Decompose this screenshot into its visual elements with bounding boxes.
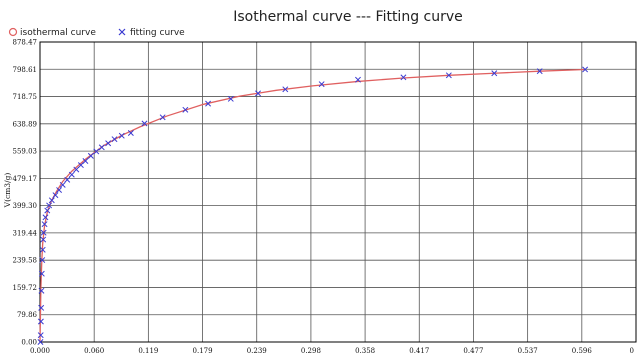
fitting-point [48, 197, 55, 204]
fitting-point [46, 202, 53, 209]
fitting-point [491, 70, 498, 77]
fitting-point [127, 130, 134, 136]
x-tick-label: 0.000 [30, 347, 50, 355]
plot-frame [39, 41, 637, 343]
x-tick-label: 0.060 [84, 347, 104, 355]
y-tick-label: 319.44 [13, 229, 38, 237]
fitting-point [68, 171, 75, 178]
fitting-point [38, 270, 45, 277]
x-tick-label: 0.239 [247, 347, 267, 355]
fitting-point [227, 95, 234, 102]
x-tick-label: 0.537 [518, 347, 538, 355]
fitting-point [64, 176, 71, 183]
fitting-point [38, 287, 45, 294]
x-tick-label: 0.298 [301, 347, 321, 355]
y-tick-label: 718.75 [13, 93, 38, 101]
y-tick-label: 399.30 [13, 202, 38, 210]
fitting-point [37, 332, 44, 339]
fitting-point [205, 100, 212, 107]
grid [40, 42, 636, 342]
fitting-point [40, 236, 47, 243]
series-points-fitting [37, 66, 589, 345]
fitting-point [82, 158, 89, 164]
fitting-point [44, 207, 51, 214]
fitting-point [282, 86, 289, 93]
fitting-point [400, 74, 407, 81]
fitting-point [159, 114, 166, 121]
fitting-point [98, 144, 105, 151]
fitting-point [37, 318, 44, 325]
fitting-point [118, 132, 125, 139]
legend-marker-fitting [118, 28, 126, 36]
chart-title: Isothermal curve --- Fitting curve [233, 9, 463, 25]
fitting-point [37, 339, 44, 345]
x-tick-label: 0.477 [463, 347, 483, 355]
fitting-point [445, 72, 452, 79]
fitting-point [141, 120, 148, 127]
legend-label-isothermal: isothermal curve [20, 28, 96, 38]
x-tick-label: 0.179 [193, 347, 213, 355]
x-tick-label: 0.417 [409, 347, 429, 355]
fitting-point [41, 221, 48, 228]
fitting-point [73, 166, 80, 173]
x-tick-label: 0 [630, 347, 634, 355]
x-tick-label: 0.596 [572, 347, 593, 355]
fitting-point [40, 229, 47, 236]
legend: isothermal curve fitting curve [8, 27, 185, 38]
y-tick-label: 479.17 [13, 175, 38, 183]
y-tick-label: 159.72 [13, 284, 38, 292]
fitting-point [255, 90, 262, 97]
fitting-point [536, 68, 543, 75]
fitting-point [111, 136, 118, 143]
y-axis-label: V(cm3/g) [3, 173, 12, 209]
fitting-point [39, 257, 46, 263]
fitting-point [93, 148, 100, 155]
y-tick-label: 79.86 [17, 311, 38, 319]
y-tick-label: 798.61 [13, 66, 38, 74]
x-tick-label: 0.119 [138, 347, 158, 355]
y-tick-label: 559.03 [13, 148, 38, 156]
fitting-point [318, 81, 325, 88]
fitting-point [59, 181, 66, 188]
legend-label-fitting: fitting curve [130, 28, 185, 38]
fitting-point [38, 304, 45, 311]
fitting-point [39, 246, 46, 253]
y-tick-label: 878.47 [13, 39, 38, 47]
y-tick-label: 638.89 [13, 120, 38, 128]
fitting-point [52, 192, 59, 199]
y-tick-labels: 0.00 79.86 159.72 239.58 319.44 399.30 479.17 5… [13, 39, 38, 347]
x-tick-labels: 0.000 0.060 0.119 0.179 0.239 0.298 0.358 0.417… [30, 347, 634, 355]
legend-marker-isothermal [8, 27, 18, 37]
fitting-point [182, 106, 189, 113]
fitting-point [87, 152, 94, 159]
fitting-point [105, 140, 112, 147]
fitting-point [42, 214, 49, 221]
fitting-point [582, 66, 589, 73]
y-tick-label: 0.00 [21, 339, 37, 347]
x-tick-label: 0.358 [355, 347, 375, 355]
fitting-point [56, 187, 63, 193]
fitting-point [355, 76, 361, 83]
y-tick-label: 239.58 [13, 257, 38, 265]
